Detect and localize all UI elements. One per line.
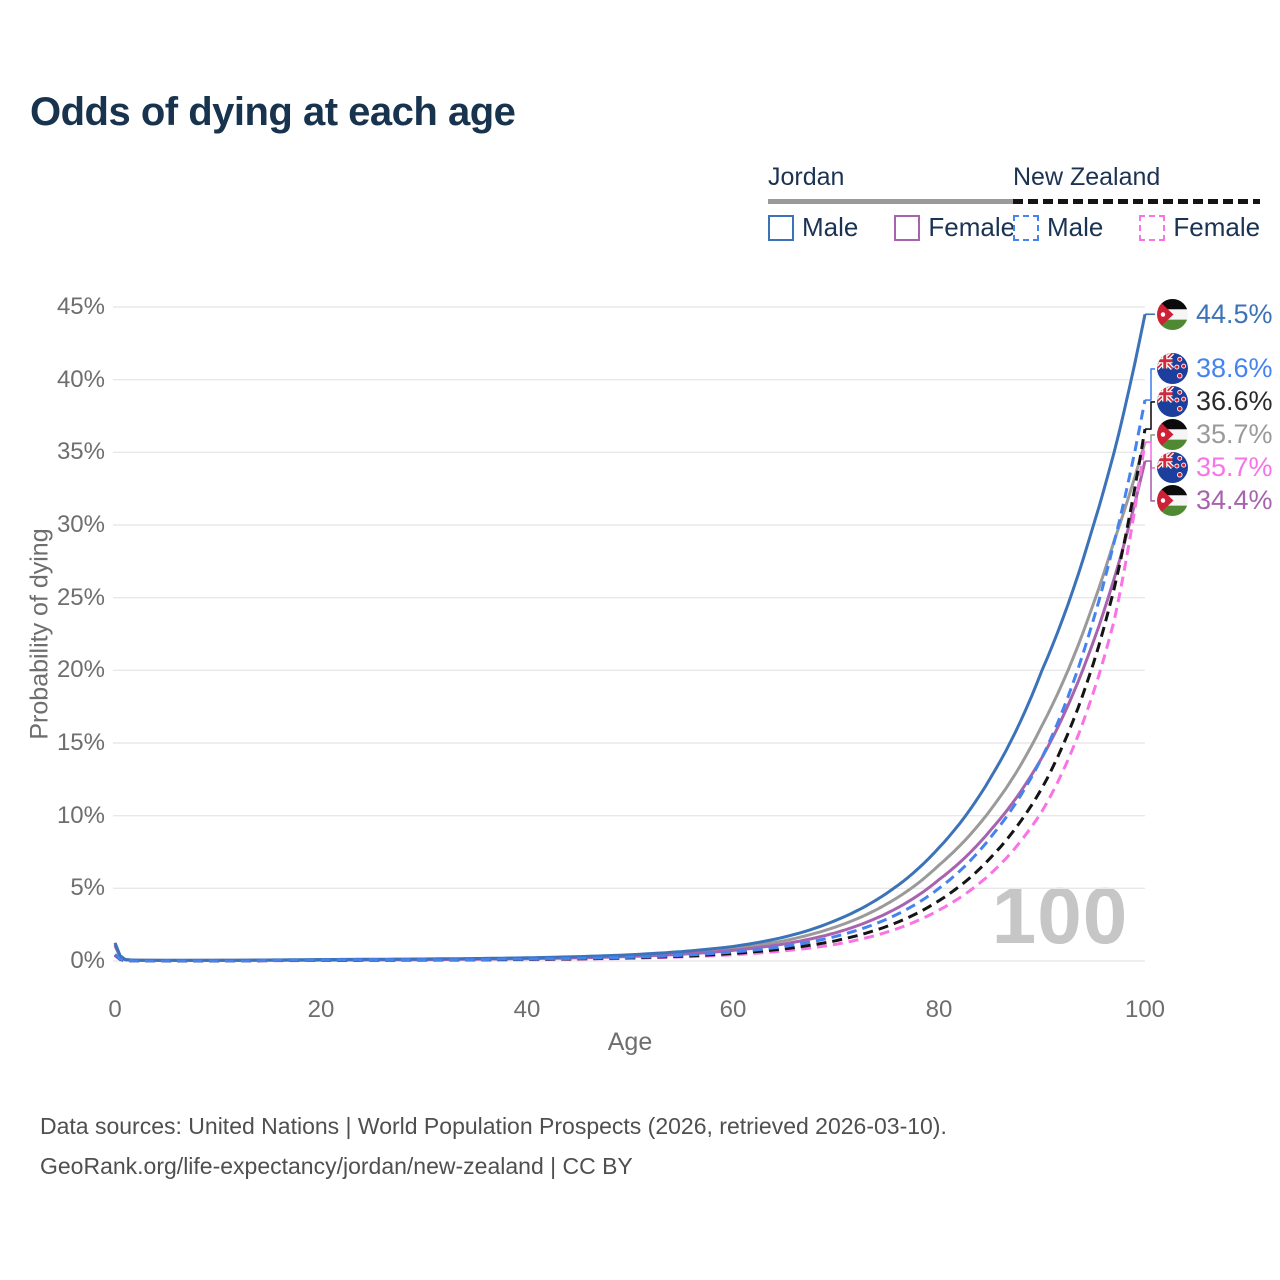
end-label-value: 36.6%	[1196, 386, 1273, 417]
footer: Data sources: United Nations | World Pop…	[40, 1106, 947, 1186]
end-label-jordan-female: 34.4%	[1157, 484, 1273, 518]
end-label-value: 38.6%	[1196, 353, 1273, 384]
age-watermark: 100	[991, 871, 1129, 960]
end-label-value: 34.4%	[1196, 485, 1273, 516]
new-zealand-flag-icon	[1157, 386, 1188, 418]
y-tick-label: 5%	[70, 874, 105, 902]
label-connector	[1145, 368, 1155, 401]
legend-item-nz-female[interactable]: Female	[1173, 212, 1261, 242]
y-tick-label: 40%	[56, 365, 105, 393]
y-tick-label: 30%	[56, 511, 105, 538]
end-label-nz-male: 38.6%	[1157, 352, 1273, 386]
page-title: Odds of dying at each age	[30, 90, 516, 134]
y-axis-title: Probability of dying	[25, 528, 54, 740]
legend-item-jordan-female[interactable]: Female	[928, 212, 1016, 242]
end-label-nz-female: 35.7%	[1157, 451, 1273, 485]
footer-attribution: GeoRank.org/life-expectancy/jordan/new-z…	[40, 1153, 633, 1179]
new-zealand-flag-icon	[1157, 452, 1188, 484]
footer-data-sources: Data sources: United Nations | World Pop…	[40, 1113, 947, 1139]
jordan-flag-icon	[1157, 419, 1188, 451]
x-tick-label: 100	[1124, 996, 1166, 1023]
legend-item-jordan-male[interactable]: Male	[802, 212, 859, 242]
end-label-jordan-male: 44.5%	[1157, 297, 1273, 331]
series-line-jordan-male[interactable]	[113, 313, 1147, 962]
legend-swatch-jordan-female[interactable]	[894, 214, 921, 241]
end-label-nz-total: 36.6%	[1157, 385, 1273, 419]
legend-line-sample-jordan	[768, 199, 1016, 204]
y-tick-label: 15%	[56, 729, 105, 756]
legend-swatch-nz-male[interactable]	[1013, 214, 1039, 241]
y-tick-label: 20%	[56, 656, 105, 684]
end-label-jordan-total: 35.7%	[1157, 418, 1273, 452]
x-tick-label: 40	[513, 996, 541, 1023]
new-zealand-flag-icon	[1157, 353, 1188, 385]
y-tick-label: 10%	[56, 801, 105, 829]
x-tick-label: 80	[925, 996, 953, 1023]
series-line-nz-female[interactable]	[114, 441, 1147, 963]
series-line-nz-male[interactable]	[113, 399, 1147, 963]
y-tick-label: 0%	[70, 947, 105, 974]
legend-item-nz-male[interactable]: Male	[1047, 212, 1104, 242]
legend-title-jordan: Jordan	[768, 163, 845, 191]
jordan-flag-icon	[1157, 298, 1188, 330]
x-axis-title: Age	[607, 1028, 653, 1056]
jordan-flag-icon	[1157, 485, 1188, 517]
end-label-value: 35.7%	[1196, 419, 1273, 450]
end-label-value: 44.5%	[1196, 298, 1273, 329]
label-connector	[1145, 434, 1155, 443]
series-line-nz-total[interactable]	[114, 428, 1147, 963]
series-line-jordan-total[interactable]	[113, 441, 1147, 962]
legend-swatch-nz-female[interactable]	[1139, 214, 1166, 241]
label-connector	[1145, 460, 1155, 502]
label-connector	[1145, 401, 1155, 430]
legend-line-sample-new-zealand	[1013, 199, 1261, 204]
label-connector	[1145, 441, 1155, 469]
x-tick-label: 20	[307, 996, 335, 1023]
x-tick-label: 0	[108, 996, 122, 1023]
series-line-jordan-female[interactable]	[113, 460, 1147, 962]
legend-swatch-jordan-male[interactable]	[768, 214, 794, 241]
end-label-value: 35.7%	[1196, 452, 1273, 483]
x-tick-label: 60	[719, 996, 747, 1023]
legend-group-new-zealand: New Zealand Male Female	[1013, 163, 1261, 243]
y-tick-label: 35%	[56, 438, 105, 466]
legend-group-jordan: Jordan Male Female	[768, 163, 1016, 243]
y-tick-label: 45%	[56, 293, 105, 320]
legend-title-new-zealand: New Zealand	[1013, 163, 1161, 191]
y-tick-label: 25%	[56, 583, 105, 611]
